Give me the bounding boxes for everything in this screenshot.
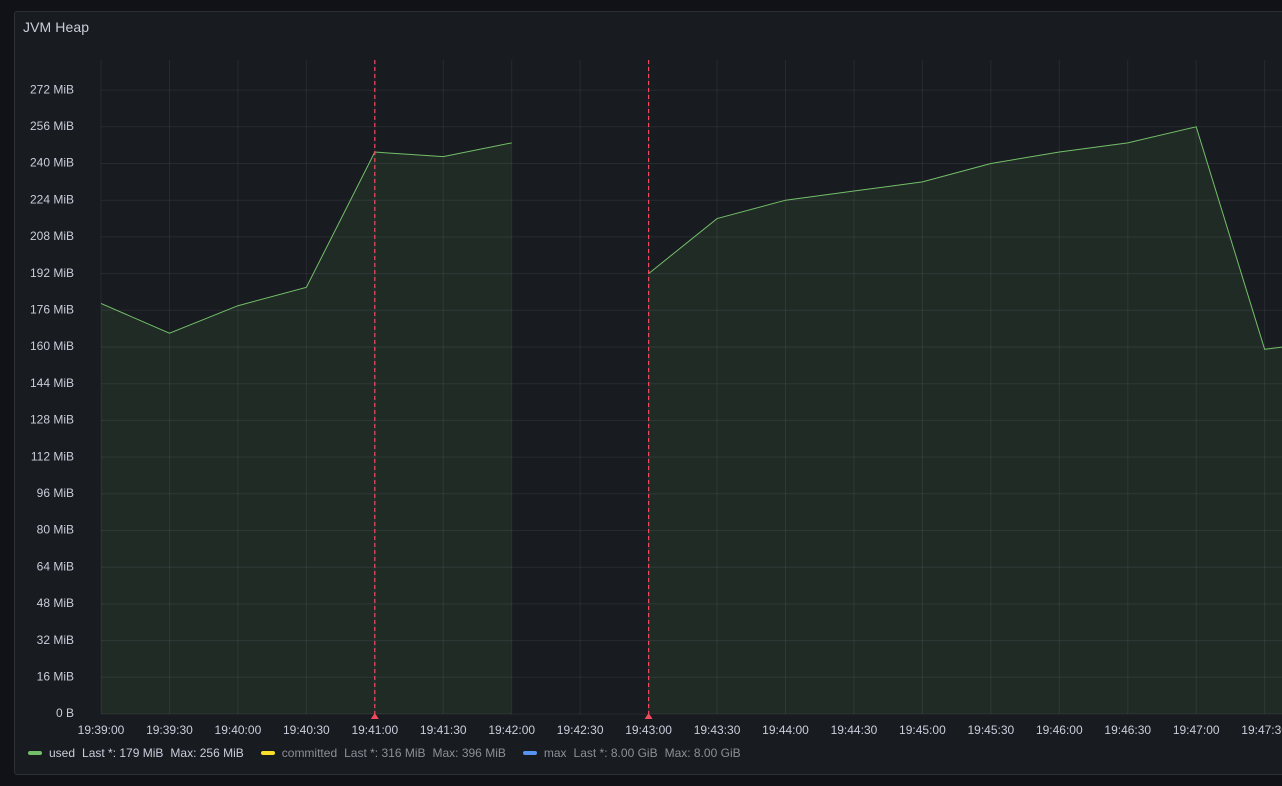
annotation-marker (644, 713, 653, 719)
x-tick-label: 19:41:30 (420, 723, 467, 737)
y-tick-label: 224 MiB (30, 192, 74, 206)
legend-stat-max: Max: 396 MiB (432, 746, 506, 760)
y-tick-label: 208 MiB (30, 229, 74, 243)
y-tick-label: 160 MiB (30, 339, 74, 353)
legend-series-name: committed (281, 746, 338, 760)
x-tick-label: 19:43:30 (694, 723, 741, 737)
x-tick-label: 19:45:30 (967, 723, 1014, 737)
legend-series-name: used (49, 746, 76, 760)
y-tick-label: 256 MiB (30, 119, 74, 133)
x-tick-label: 19:40:00 (215, 723, 262, 737)
legend-series-name: max (543, 746, 567, 760)
x-tick-label: 19:47:30 (1241, 723, 1282, 737)
chart-legend: used Last *: 179 MiB Max: 256 MiB commit… (28, 746, 758, 760)
x-tick-label: 19:42:30 (557, 723, 604, 737)
legend-item-used[interactable]: used Last *: 179 MiB Max: 256 MiB (28, 746, 251, 760)
jvm-heap-chart[interactable]: 0 B 16 MiB 32 MiB 48 MiB 64 MiB 80 MiB 96 MiB 1… (0, 0, 1282, 746)
x-tick-label: 19:47:00 (1173, 723, 1220, 737)
x-tick-label: 19:45:00 (899, 723, 946, 737)
x-tick-label: 19:42:00 (488, 723, 535, 737)
y-tick-label: 144 MiB (30, 376, 74, 390)
y-tick-label: 176 MiB (30, 302, 74, 316)
legend-swatch-committed (260, 751, 275, 755)
x-tick-label: 19:41:00 (351, 723, 398, 737)
y-tick-label: 240 MiB (30, 156, 74, 170)
y-tick-label: 64 MiB (37, 559, 74, 573)
y-tick-label: 272 MiB (30, 82, 74, 96)
y-tick-label: 32 MiB (37, 633, 74, 647)
legend-item-max[interactable]: max Last *: 8.00 GiB Max: 8.00 GiB (522, 746, 748, 760)
y-tick-label: 192 MiB (30, 266, 74, 280)
legend-swatch-used (28, 751, 42, 755)
annotation-marker (370, 713, 379, 719)
series-line-used (101, 142, 512, 334)
x-tick-label: 19:46:00 (1036, 723, 1083, 737)
x-tick-label: 19:46:30 (1104, 723, 1151, 737)
legend-stat-last: Last *: 8.00 GiB (573, 746, 658, 760)
legend-stat-last: Last *: 316 MiB (344, 746, 426, 760)
y-tick-label: 112 MiB (31, 449, 74, 463)
series-area-used (101, 142, 512, 714)
panel-title[interactable]: JVM Heap (23, 19, 90, 35)
y-tick-label: 128 MiB (30, 413, 74, 427)
x-tick-label: 19:44:30 (831, 723, 878, 737)
legend-swatch-max (522, 751, 537, 755)
y-tick-label: 16 MiB (37, 669, 74, 683)
x-tick-label: 19:43:00 (625, 723, 672, 737)
series-line-used (648, 126, 1282, 350)
y-tick-label: 80 MiB (37, 523, 74, 537)
x-tick-label: 19:40:30 (283, 723, 330, 737)
y-tick-label: 48 MiB (37, 596, 74, 610)
y-tick-label: 0 B (56, 706, 74, 720)
x-tick-label: 19:44:00 (762, 723, 809, 737)
series-area-used (648, 126, 1282, 714)
legend-stat-max: Max: 8.00 GiB (664, 746, 741, 760)
legend-stat-max: Max: 256 MiB (170, 746, 244, 760)
x-tick-label: 19:39:00 (78, 723, 125, 737)
x-tick-label: 19:39:30 (146, 723, 193, 737)
legend-item-committed[interactable]: committed Last *: 316 MiB Max: 396 MiB (260, 746, 513, 760)
y-tick-label: 96 MiB (37, 486, 74, 500)
legend-stat-last: Last *: 179 MiB (82, 746, 164, 760)
